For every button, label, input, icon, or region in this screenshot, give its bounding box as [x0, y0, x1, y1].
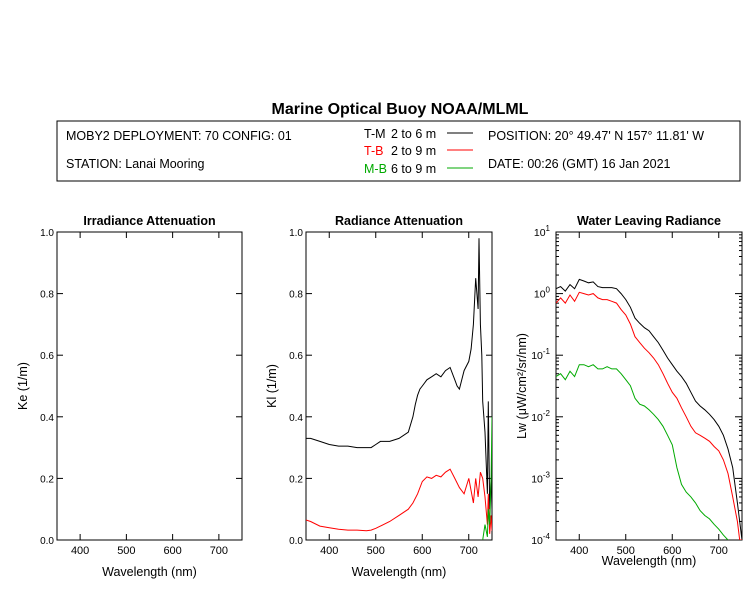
- y-tick-label: 0.4: [40, 413, 54, 424]
- x-axis-label: Wavelength (nm): [602, 554, 697, 568]
- x-tick-label: 400: [570, 545, 588, 557]
- y-tick-label: 0.2: [289, 474, 303, 485]
- chart-panel-2: Radiance Attenuation Wavelength (nm) Kl (1…: [265, 214, 493, 579]
- series-line-t-b: [306, 468, 492, 534]
- x-tick-label: 700: [710, 545, 728, 557]
- x-tick-label: 400: [320, 545, 338, 557]
- x-axis-label: Wavelength (nm): [352, 565, 447, 579]
- info-box: [56, 120, 741, 182]
- figure-title: Marine Optical Buoy NOAA/MLML: [272, 101, 529, 118]
- series-line-t-b: [556, 291, 742, 540]
- x-tick-label: 600: [163, 545, 181, 557]
- deployment-label: MOBY2 DEPLOYMENT: 70 CONFIG: 01: [66, 129, 292, 143]
- date-label: DATE: 00:26 (GMT) 16 Jan 2021: [488, 157, 671, 171]
- legend-range-mb: 6 to 9 m: [391, 162, 436, 176]
- x-axis-label: Wavelength (nm): [102, 565, 197, 579]
- x-tick-label: 400: [71, 545, 89, 557]
- chart-panel-3: Water Leaving Radiance Wavelength (nm) Lw …: [515, 214, 743, 568]
- legend-entry-mb: M-B 6 to 9 m: [364, 162, 473, 176]
- y-axis-label: Lw (μW/cm²/sr/nm): [515, 333, 529, 439]
- y-tick-label: 0.0: [40, 536, 54, 547]
- y-tick-label: 1.0: [40, 228, 54, 239]
- y-tick-label: 0.2: [40, 474, 54, 485]
- y-tick-label: 0.8: [40, 290, 54, 301]
- position-label: POSITION: 20° 49.47' N 157° 11.81' W: [488, 129, 704, 143]
- legend-range-tb: 2 to 9 m: [391, 144, 436, 158]
- y-tick-label: 0.0: [289, 536, 303, 547]
- legend-key-tb: T-B: [364, 144, 383, 158]
- chart-title: Irradiance Attenuation: [83, 214, 215, 228]
- legend-range-tm: 2 to 6 m: [391, 127, 436, 141]
- chart-title: Water Leaving Radiance: [577, 214, 721, 228]
- charts-area: Irradiance Attenuation Wavelength (nm) Ke …: [16, 214, 743, 579]
- y-axis-label: Ke (1/m): [16, 362, 30, 410]
- y-tick-label: 10-1: [531, 347, 550, 362]
- y-tick-label: 1.0: [289, 228, 303, 239]
- legend-entry-tm: T-M 2 to 6 m: [364, 127, 473, 141]
- x-tick-label: 700: [210, 545, 228, 557]
- plot-frame: [305, 231, 493, 541]
- x-tick-label: 600: [663, 545, 681, 557]
- x-tick-label: 500: [117, 545, 135, 557]
- x-tick-label: 700: [460, 545, 478, 557]
- series-line-m-b: [482, 416, 492, 540]
- y-tick-label: 101: [534, 224, 551, 239]
- y-tick-label: 10-3: [531, 470, 550, 485]
- y-tick-label: 100: [534, 286, 551, 301]
- legend-key-mb: M-B: [364, 162, 387, 176]
- y-tick-label: 10-4: [531, 532, 550, 547]
- legend-entry-tb: T-B 2 to 9 m: [364, 144, 473, 158]
- legend-key-tm: T-M: [364, 127, 386, 141]
- series-line-t-m: [306, 238, 492, 510]
- x-tick-label: 500: [367, 545, 385, 557]
- station-label: STATION: Lanai Mooring: [66, 157, 205, 171]
- series-line-t-m: [556, 278, 742, 540]
- chart-panel-1: Irradiance Attenuation Wavelength (nm) Ke …: [16, 214, 243, 579]
- legend: T-M 2 to 6 m T-B 2 to 9 m M-B 6 to 9 m: [364, 127, 473, 176]
- series-line-m-b: [556, 364, 729, 540]
- y-tick-label: 0.4: [289, 413, 303, 424]
- y-tick-label: 0.6: [289, 351, 303, 362]
- plot-frame: [555, 231, 743, 541]
- y-tick-label: 0.6: [40, 351, 54, 362]
- y-tick-label: 0.8: [289, 290, 303, 301]
- plot-frame: [56, 231, 243, 541]
- y-axis-label: Kl (1/m): [265, 364, 279, 408]
- y-tick-label: 10-2: [531, 409, 550, 424]
- chart-title: Radiance Attenuation: [335, 214, 463, 228]
- x-tick-label: 600: [413, 545, 431, 557]
- x-tick-label: 500: [617, 545, 635, 557]
